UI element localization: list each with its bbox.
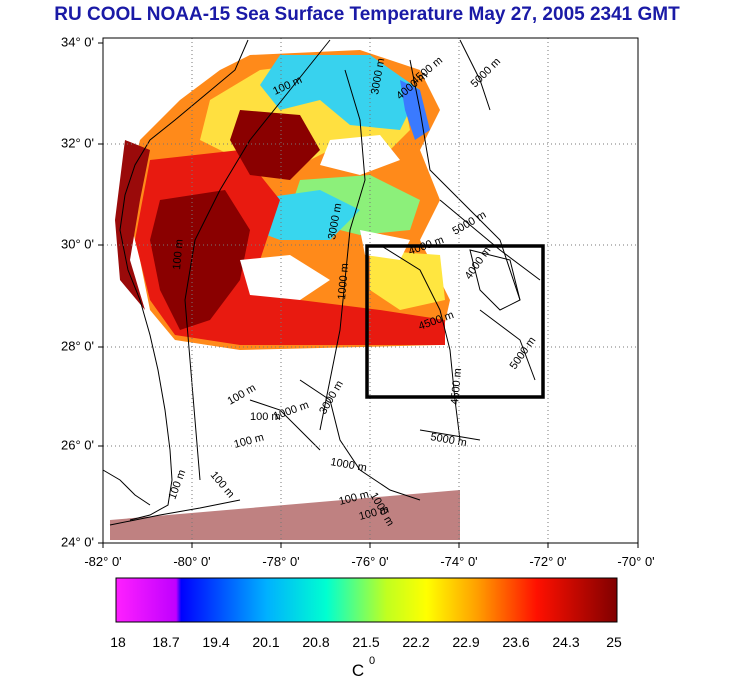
contour-label: 5000 m [429,431,467,449]
contour-bahamas-1 [299,379,421,501]
lat-tick-label: 32° 0' [61,135,94,150]
lon-tick-label: -82° 0' [84,554,121,569]
contour-4500 [379,244,461,441]
lon-tick-label: -76° 0' [351,554,388,569]
contour-5000 [419,39,541,441]
contour-label: 1000 m [329,456,367,474]
keys [109,499,241,526]
sst-yellow-field-2 [370,250,445,310]
lat-tick-label: 26° 0' [61,437,94,452]
contour-label: 100 m [226,382,258,408]
contour-label: 5000 m [508,335,539,372]
contour-label: 1000 m [272,399,311,423]
colorbar-tick-label: 20.1 [252,634,279,650]
colorbar-tick-label: 21.5 [352,634,379,650]
shelf-100m [184,39,331,481]
contour-bahamas-2 [249,399,321,451]
contour-label: 100 m [171,239,186,271]
colorbar-tick-label: 18.7 [152,634,179,650]
sst-south-streak [110,490,460,540]
contour-label: 100 m [250,411,281,423]
colorbar-tick-label: 20.8 [302,634,329,650]
sst-warm-shelf [115,140,150,310]
contour-label: 3000 m [317,379,346,417]
lat-tick-label: 24° 0' [61,534,94,549]
sst-cloud-gap [320,135,400,175]
contour-4000-loop [469,249,521,311]
lon-tick-label: -74° 0' [440,554,477,569]
coastline [102,39,541,526]
colorbar-tick-label: 19.4 [202,634,229,650]
lat-tick-label: 30° 0' [61,236,94,251]
gulf-coast [102,469,151,506]
contour-label: 1000 m [336,263,351,301]
colorbar-unit-sup: 0 [369,655,375,667]
colorbar-tick-label: 23.6 [502,634,529,650]
map-title: RU COOL NOAA-15 Sea Surface Temperature … [54,4,680,25]
sst-cloud-gap-2 [240,255,330,300]
longitude-labels: -82° 0' -80° 0' -78° 0' -76° 0' -74° 0' … [84,554,654,569]
lon-tick-label: -72° 0' [529,554,566,569]
contour-label: 5000 m [469,56,503,90]
lon-tick-label: -80° 0' [173,554,210,569]
latitude-labels: 34° 0' 32° 0' 30° 0' 28° 0' 26° 0' 24° 0… [61,34,94,549]
florida-coast [119,39,249,521]
lon-tick-label: -70° 0' [617,554,654,569]
contour-label: 4000 m [463,245,494,282]
tick-marks [98,42,639,548]
lon-tick-label: -78° 0' [262,554,299,569]
contour-4000 [409,59,521,301]
colorbar-tick-label: 18 [110,634,126,650]
colorbar-tick-label: 24.3 [552,634,579,650]
colorbar-tick-label: 22.2 [402,634,429,650]
contour-label: 100 m [167,468,189,501]
colorbar: 18 18.7 19.4 20.1 20.8 21.5 22.2 22.9 23… [110,577,622,680]
contour-label: 4500 m [449,368,464,406]
lat-tick-label: 28° 0' [61,338,94,353]
lat-tick-label: 34° 0' [61,34,94,49]
colorbar-tick-label: 22.9 [452,634,479,650]
contour-3000 [319,69,366,431]
graticule [103,38,638,543]
study-area-box [365,244,545,399]
sst-warm-core-2 [230,110,320,180]
sst-imagery [110,50,460,540]
sst-warm-core [150,190,250,330]
colorbar-gradient [115,577,618,623]
colorbar-tick-label: 25 [606,634,622,650]
colorbar-unit: C [352,661,364,680]
contour-label: 100 m [208,469,237,500]
contour-label: 100 m [233,431,266,451]
sst-cyan-field [260,55,420,130]
